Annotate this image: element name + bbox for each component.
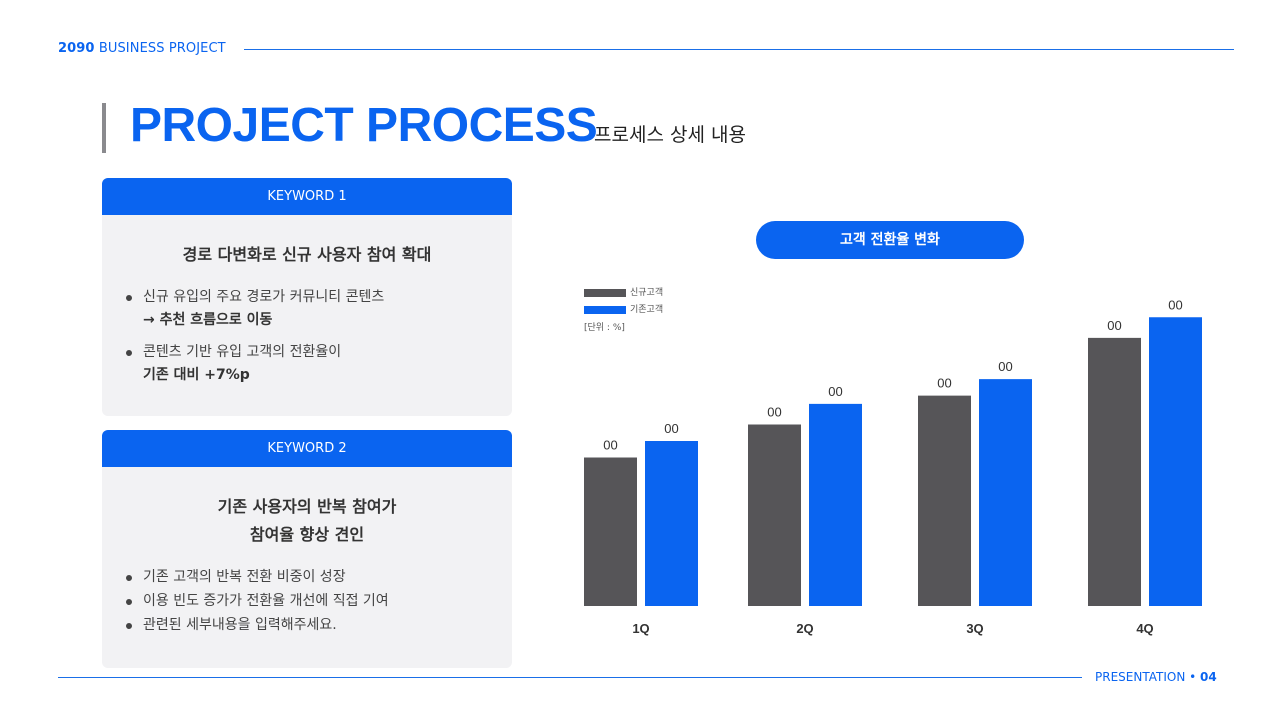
x-tick-label: 4Q: [1136, 621, 1153, 636]
footer-divider: [58, 677, 1082, 678]
bar-2Q-series-1: [748, 424, 801, 606]
page-number: 04: [1200, 670, 1217, 684]
keyword-card-title: 기존 사용자의 반복 참여가: [217, 497, 397, 516]
bar-4Q-series-2: [1149, 317, 1202, 606]
keyword-card-1: KEYWORD 1 경로 다변화로 신규 사용자 참여 확대 신규 유입의 주요…: [102, 178, 512, 416]
bullet-text: 콘텐츠 기반 유입 고객의 전환율이: [143, 344, 342, 360]
bullet-item: 기존 고객의 반복 전환 비중이 성장: [124, 566, 512, 589]
unit-label: [단위 : %]: [584, 323, 625, 333]
bullet-item: 이용 빈도 증가가 전환율 개선에 직접 기여: [124, 590, 512, 613]
bullet-emphasis: 기존 대비 +7%p: [143, 367, 250, 383]
legend-item-series-2: 기존고객: [584, 302, 663, 315]
data-label: 00: [998, 359, 1012, 374]
footer-separator: •: [1189, 670, 1197, 684]
header-divider: [244, 49, 1234, 50]
footer-text: PRESENTATION: [1095, 670, 1186, 684]
chart-title-pill: 고객 전환율 변화: [756, 221, 1024, 259]
bullet-item: 관련된 세부내용을 입력해주세요.: [124, 614, 512, 637]
legend-swatch: [584, 288, 626, 297]
keyword-card-title: 참여율 향상 견인: [249, 525, 365, 544]
footer-label: PRESENTATION • 04: [1095, 670, 1217, 684]
x-tick-label: 2Q: [796, 621, 813, 636]
keyword-card-bullets: 신규 유입의 주요 경로가 커뮤니티 콘텐츠 → 추천 흐름으로 이동 콘텐츠 …: [102, 286, 512, 387]
bullet-item: 콘텐츠 기반 유입 고객의 전환율이 기존 대비 +7%p: [124, 341, 512, 387]
bar-1Q-series-1: [584, 457, 637, 606]
legend-item-series-1: 신규고객: [584, 285, 663, 298]
bullet-item: 신규 유입의 주요 경로가 커뮤니티 콘텐츠 → 추천 흐름으로 이동: [124, 286, 512, 332]
data-label: 00: [937, 376, 951, 391]
bar-1Q-series-2: [645, 441, 698, 606]
brand-number: 2090: [58, 41, 95, 56]
brand-label: 2090 BUSINESS PROJECT: [58, 41, 226, 56]
data-label: 00: [664, 421, 678, 436]
bar-4Q-series-1: [1088, 337, 1141, 606]
x-tick-label: 1Q: [632, 621, 649, 636]
legend-label: 기존고객: [630, 305, 664, 315]
data-label: 00: [828, 384, 842, 399]
data-label: 00: [767, 405, 781, 420]
page-title: PROJECT PROCESS: [130, 99, 598, 152]
x-tick-label: 3Q: [966, 621, 983, 636]
keyword-card-header: KEYWORD 1: [102, 178, 512, 215]
keyword-card-title: 경로 다변화로 신규 사용자 참여 확대: [182, 245, 432, 264]
data-label: 00: [1168, 297, 1182, 312]
data-label: 00: [1107, 318, 1121, 333]
bar-3Q-series-1: [918, 395, 971, 606]
data-label: 00: [603, 438, 617, 453]
bar-3Q-series-2: [979, 379, 1032, 606]
title-accent-bar: [102, 103, 106, 153]
keyword-card-header: KEYWORD 2: [102, 430, 512, 467]
bullet-text: 신규 유입의 주요 경로가 커뮤니티 콘텐츠: [143, 289, 385, 305]
legend-label: 신규고객: [630, 288, 664, 298]
bullet-text: 기존 고객의 반복 전환 비중이 성장: [143, 569, 346, 585]
bullet-text: 이용 빈도 증가가 전환율 개선에 직접 기여: [143, 593, 389, 609]
legend-swatch: [584, 305, 626, 314]
bullet-text: 관련된 세부내용을 입력해주세요.: [143, 617, 337, 633]
brand-text: BUSINESS PROJECT: [94, 41, 226, 56]
bullet-emphasis: → 추천 흐름으로 이동: [143, 312, 273, 328]
keyword-card-2: KEYWORD 2 기존 사용자의 반복 참여가 참여율 향상 견인 기존 고객…: [102, 430, 512, 668]
bar-2Q-series-2: [809, 403, 862, 606]
page-subtitle: 프로세스 상세 내용: [594, 124, 746, 146]
keyword-card-bullets: 기존 고객의 반복 전환 비중이 성장 이용 빈도 증가가 전환율 개선에 직접…: [102, 566, 512, 637]
